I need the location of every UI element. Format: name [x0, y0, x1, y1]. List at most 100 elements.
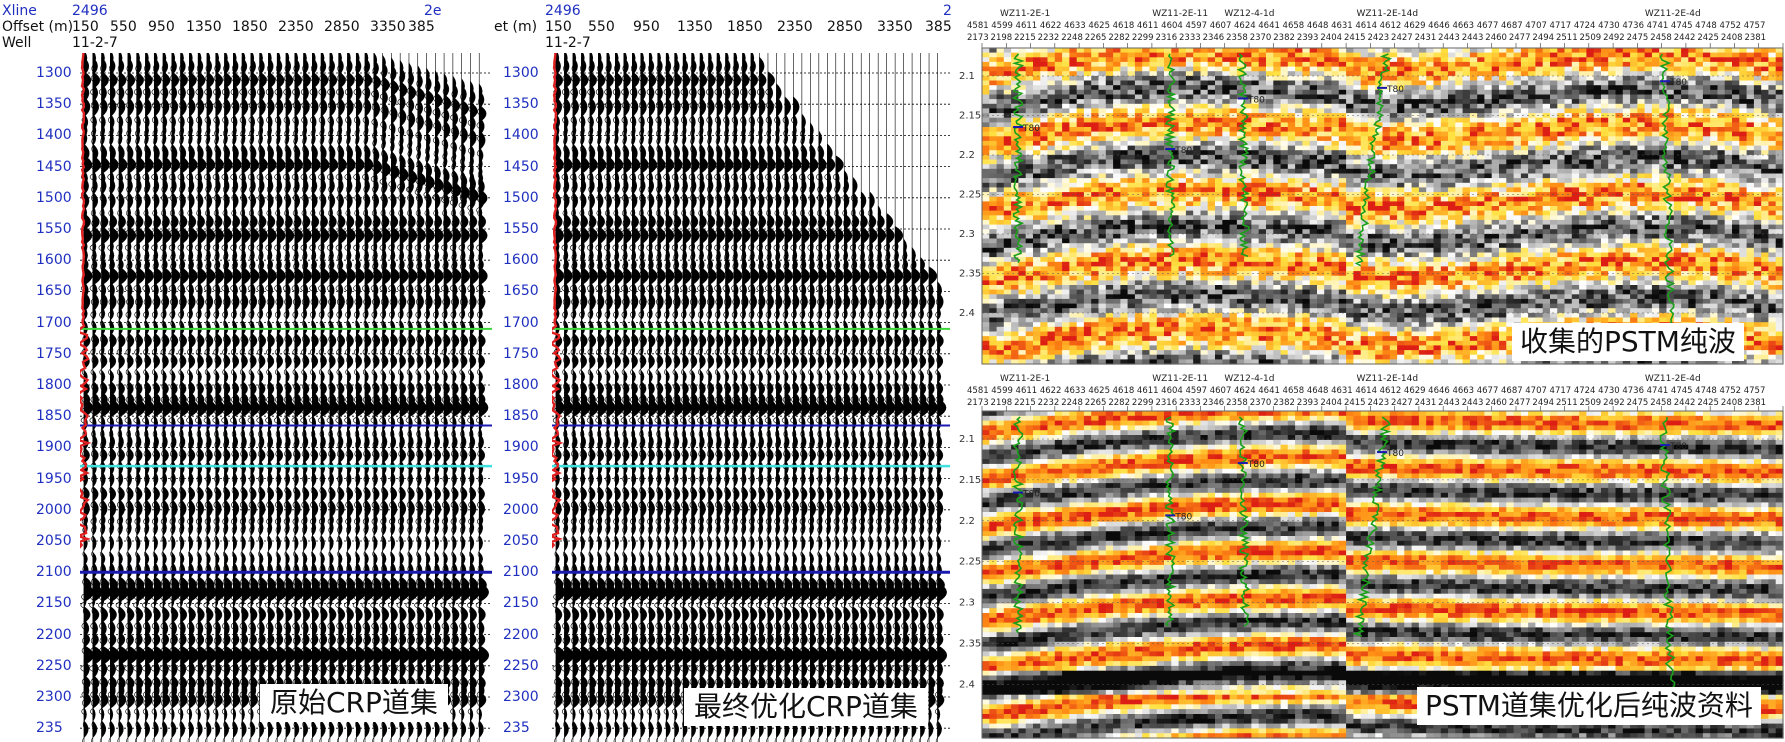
- trace-number: 2492: [1603, 33, 1625, 43]
- caption-original-crp: 原始CRP道集: [260, 684, 448, 722]
- wiggle-trace: [806, 53, 820, 742]
- time-tick-label: 1700: [503, 316, 539, 330]
- time-tick-label: 2100: [36, 565, 72, 579]
- t80-label: T80: [1247, 95, 1265, 105]
- section-time-label: 2.2: [959, 150, 975, 161]
- caption-collected-pstm: 收集的PSTM纯波: [1512, 323, 1744, 361]
- trace-number: 2431: [1415, 398, 1437, 408]
- section-time-label: 2.35: [959, 638, 981, 649]
- well-log-curve: [80, 53, 92, 549]
- time-tick-label: 2150: [503, 596, 539, 610]
- well-log-trace: [1237, 416, 1251, 627]
- trace-number: 2509: [1580, 33, 1602, 43]
- wiggle-trace: [823, 53, 837, 742]
- wiggle-trace: [141, 53, 156, 742]
- trace-number: 4707: [1525, 386, 1547, 396]
- well-name: WZ11-2E-11: [1152, 9, 1208, 19]
- wiggle-trace: [229, 53, 244, 742]
- trace-number: 4629: [1404, 21, 1426, 31]
- trace-number: 2248: [1061, 33, 1083, 43]
- trace-number: 4687: [1501, 21, 1523, 31]
- well-name: WZ11-2E-4d: [1645, 374, 1701, 384]
- trace-number: 2358: [1226, 33, 1248, 43]
- trace-number: 4677: [1477, 21, 1499, 31]
- offset-tick: 150: [72, 19, 99, 35]
- trace-number: 2393: [1297, 398, 1319, 408]
- well-name: WZ11-2E-1: [1000, 374, 1050, 384]
- trace-number: 2173: [967, 398, 989, 408]
- well-log-trace: [1236, 53, 1250, 257]
- trace-number: 4663: [1452, 386, 1474, 396]
- time-tick-label: 1350: [503, 97, 539, 111]
- trace-number: 4622: [1040, 386, 1062, 396]
- time-tick-label: 1900: [36, 440, 72, 454]
- trace-number: 4717: [1550, 21, 1572, 31]
- trace-number: 2282: [1108, 398, 1130, 408]
- trace-number: 4724: [1574, 386, 1596, 396]
- time-tick-label: 1450: [503, 160, 539, 174]
- section-time-label: 2.1: [959, 434, 975, 445]
- wiggle-trace: [934, 53, 948, 742]
- trace-number: 4612: [1380, 21, 1402, 31]
- well-log-trace: [1011, 416, 1026, 634]
- trace-number: 2431: [1415, 33, 1437, 43]
- trace-number: 2425: [1697, 33, 1719, 43]
- well-name: WZ12-4-1d: [1224, 9, 1274, 19]
- time-tick-label: 1650: [36, 284, 72, 298]
- well-label: Well: [2, 35, 31, 51]
- trace-number: 2442: [1674, 398, 1696, 408]
- trace-number: 2370: [1250, 33, 1272, 43]
- trace-number: 2475: [1627, 33, 1649, 43]
- section-time-label: 2.3: [959, 598, 975, 609]
- time-tick-label: 1550: [36, 222, 72, 236]
- t80-label: T80: [1174, 146, 1192, 156]
- wiggle-trace: [150, 53, 165, 742]
- pstm-section-original: 4581 4599 4611 4622 4633 4625 4618 4611 4604 4597…: [955, 0, 1785, 368]
- trace-number: 4641: [1258, 21, 1280, 31]
- trace-number: 4625: [1088, 21, 1110, 31]
- well-name: WZ11-2E-11: [1152, 374, 1208, 384]
- well-log-curve: [552, 53, 564, 549]
- section-time-label: 2.15: [959, 475, 981, 486]
- time-tick-label: 2000: [36, 503, 72, 517]
- wiggle-trace: [611, 53, 625, 742]
- wiggle-trace: [106, 53, 121, 742]
- trace-number: 4717: [1550, 386, 1572, 396]
- mid-well-value: 11-2-7: [545, 35, 591, 51]
- section-time-label: 2.2: [959, 516, 975, 527]
- trace-number: 4581: [967, 386, 989, 396]
- trace-number: 2460: [1485, 33, 1507, 43]
- wiggle-trace: [578, 53, 591, 742]
- trace-number: 4748: [1695, 386, 1717, 396]
- time-tick-label: 1650: [503, 284, 539, 298]
- seismic-amplitude-field: [982, 48, 1784, 365]
- trace-number: 2443: [1462, 398, 1484, 408]
- trace-number: 4624: [1234, 386, 1256, 396]
- trace-number: 2265: [1085, 398, 1107, 408]
- wiggle-trace: [671, 53, 685, 742]
- offset-tick: 385: [925, 19, 952, 35]
- wiggle-trace: [789, 53, 803, 742]
- trace-number: 2370: [1250, 398, 1272, 408]
- trace-number: 4633: [1064, 21, 1086, 31]
- trace-number: 2381: [1744, 398, 1766, 408]
- trace-number: 2427: [1391, 398, 1413, 408]
- wiggle-trace: [628, 53, 642, 742]
- wiggle-trace: [396, 53, 411, 742]
- caption-optimized-pstm: PSTM道集优化后纯波资料: [1417, 687, 1761, 725]
- offset-tick: 3350: [370, 19, 406, 35]
- offset-tick: 550: [588, 19, 615, 35]
- trace-number: 4687: [1501, 386, 1523, 396]
- trace-number: 2475: [1627, 398, 1649, 408]
- trace-number: 4648: [1307, 21, 1329, 31]
- time-tick-label: 1400: [36, 128, 72, 142]
- trace-number: 4625: [1088, 386, 1110, 396]
- offset-tick: 385: [408, 19, 435, 35]
- trace-number: 2511: [1556, 33, 1578, 43]
- well-name: WZ11-2E-1: [1000, 9, 1050, 19]
- wiggle-trace: [308, 53, 323, 742]
- wiggle-trace: [124, 53, 138, 742]
- wiggle-trace: [645, 53, 659, 742]
- trace-number: 4604: [1161, 21, 1183, 31]
- time-tick-label: 1300: [503, 66, 539, 80]
